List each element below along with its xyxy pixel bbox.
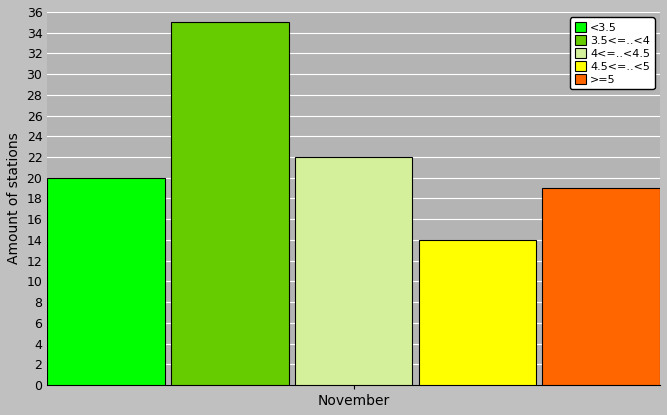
Bar — [171, 22, 289, 385]
Legend: <3.5, 3.5<=..<4, 4<=..<4.5, 4.5<=..<5, >=5: <3.5, 3.5<=..<4, 4<=..<4.5, 4.5<=..<5, >… — [570, 17, 654, 89]
Y-axis label: Amount of stations: Amount of stations — [7, 133, 21, 264]
Bar — [542, 188, 660, 385]
Bar — [295, 157, 412, 385]
Bar — [419, 240, 536, 385]
Bar — [47, 178, 165, 385]
